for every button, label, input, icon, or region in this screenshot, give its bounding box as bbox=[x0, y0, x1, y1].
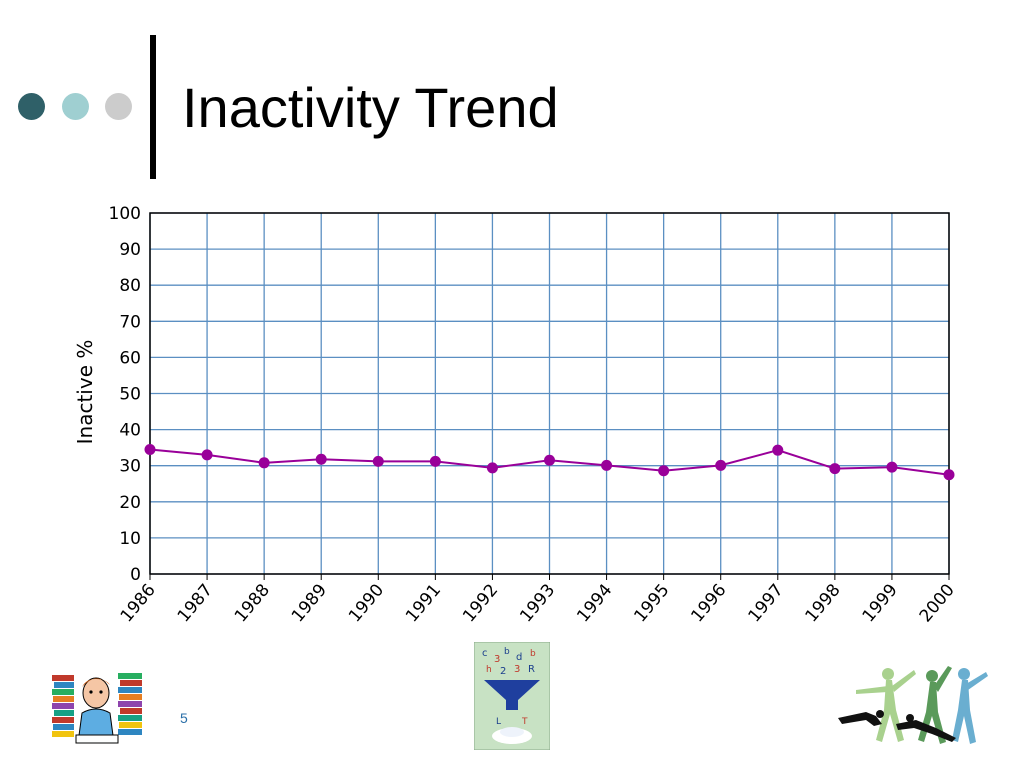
svg-text:2: 2 bbox=[500, 666, 506, 677]
chart-series bbox=[144, 443, 955, 481]
data-point bbox=[258, 457, 270, 469]
svg-text:3: 3 bbox=[494, 654, 500, 665]
letters-funnel-image: c 3 b d b h 2 3 R L T bbox=[474, 642, 550, 750]
svg-text:c: c bbox=[482, 648, 488, 659]
y-tick-label: 90 bbox=[119, 240, 141, 260]
data-point bbox=[429, 455, 441, 467]
y-tick-label: 50 bbox=[119, 385, 141, 405]
y-tick-label: 0 bbox=[130, 565, 141, 585]
data-point bbox=[829, 463, 841, 475]
x-tick-label: 1996 bbox=[687, 580, 730, 626]
data-point bbox=[772, 444, 784, 456]
data-point bbox=[658, 465, 670, 477]
data-point bbox=[715, 459, 727, 471]
data-point bbox=[544, 454, 555, 466]
svg-text:L: L bbox=[496, 717, 501, 727]
svg-text:3: 3 bbox=[514, 664, 520, 675]
svg-text:T: T bbox=[521, 717, 528, 727]
data-point bbox=[486, 462, 498, 474]
x-tick-label: 1997 bbox=[744, 580, 787, 626]
data-point bbox=[372, 455, 384, 467]
y-tick-label: 30 bbox=[119, 457, 141, 477]
svg-text:b: b bbox=[530, 649, 536, 659]
data-point bbox=[601, 459, 613, 471]
dancers-silhouette-image bbox=[836, 662, 991, 746]
title-divider bbox=[150, 35, 156, 179]
x-tick-label: 1999 bbox=[859, 580, 902, 626]
slide-title: Inactivity Trend bbox=[182, 76, 559, 139]
x-tick-label: 1990 bbox=[345, 580, 388, 626]
y-tick-label: 70 bbox=[119, 312, 141, 332]
title-bullet-dots bbox=[18, 93, 138, 121]
x-tick-label: 1992 bbox=[459, 580, 502, 626]
dot-light-teal bbox=[62, 93, 89, 120]
x-tick-label: 1998 bbox=[802, 580, 845, 626]
y-tick-label: 40 bbox=[119, 421, 141, 441]
data-point bbox=[943, 469, 955, 481]
slide-number: 5 bbox=[180, 710, 188, 726]
y-axis-label: Inactive % bbox=[73, 340, 97, 445]
y-tick-label: 80 bbox=[119, 276, 141, 296]
x-tick-label: 1987 bbox=[174, 580, 217, 626]
y-tick-label: 100 bbox=[109, 204, 141, 224]
x-tick-label: 1988 bbox=[231, 580, 274, 626]
dot-dark-teal bbox=[18, 93, 45, 120]
x-tick-label: 1995 bbox=[630, 580, 673, 626]
x-tick-label: 1989 bbox=[288, 580, 331, 626]
chart-axes: 0 10 20 30 40 50 60 70 80 90 100 1986 1987 1988 1989 19… bbox=[109, 204, 959, 626]
data-point bbox=[201, 449, 213, 461]
student-with-books-image bbox=[50, 665, 145, 745]
x-tick-label: 1986 bbox=[117, 580, 160, 626]
data-point bbox=[315, 453, 327, 465]
svg-text:h: h bbox=[486, 665, 492, 675]
x-tick-label: 1993 bbox=[516, 580, 559, 626]
svg-text:R: R bbox=[528, 664, 535, 675]
dot-gray bbox=[105, 93, 132, 120]
x-tick-label: 2000 bbox=[916, 580, 959, 626]
data-point bbox=[886, 461, 898, 473]
x-tick-label: 1994 bbox=[573, 580, 616, 626]
data-point bbox=[144, 443, 156, 455]
y-tick-label: 20 bbox=[119, 493, 141, 513]
plot-frame bbox=[149, 212, 950, 575]
chart-grid bbox=[149, 212, 950, 575]
y-tick-label: 10 bbox=[119, 529, 141, 549]
svg-text:d: d bbox=[516, 652, 522, 663]
svg-text:b: b bbox=[504, 647, 510, 657]
x-tick-label: 1991 bbox=[402, 580, 445, 626]
y-tick-label: 60 bbox=[119, 348, 141, 368]
